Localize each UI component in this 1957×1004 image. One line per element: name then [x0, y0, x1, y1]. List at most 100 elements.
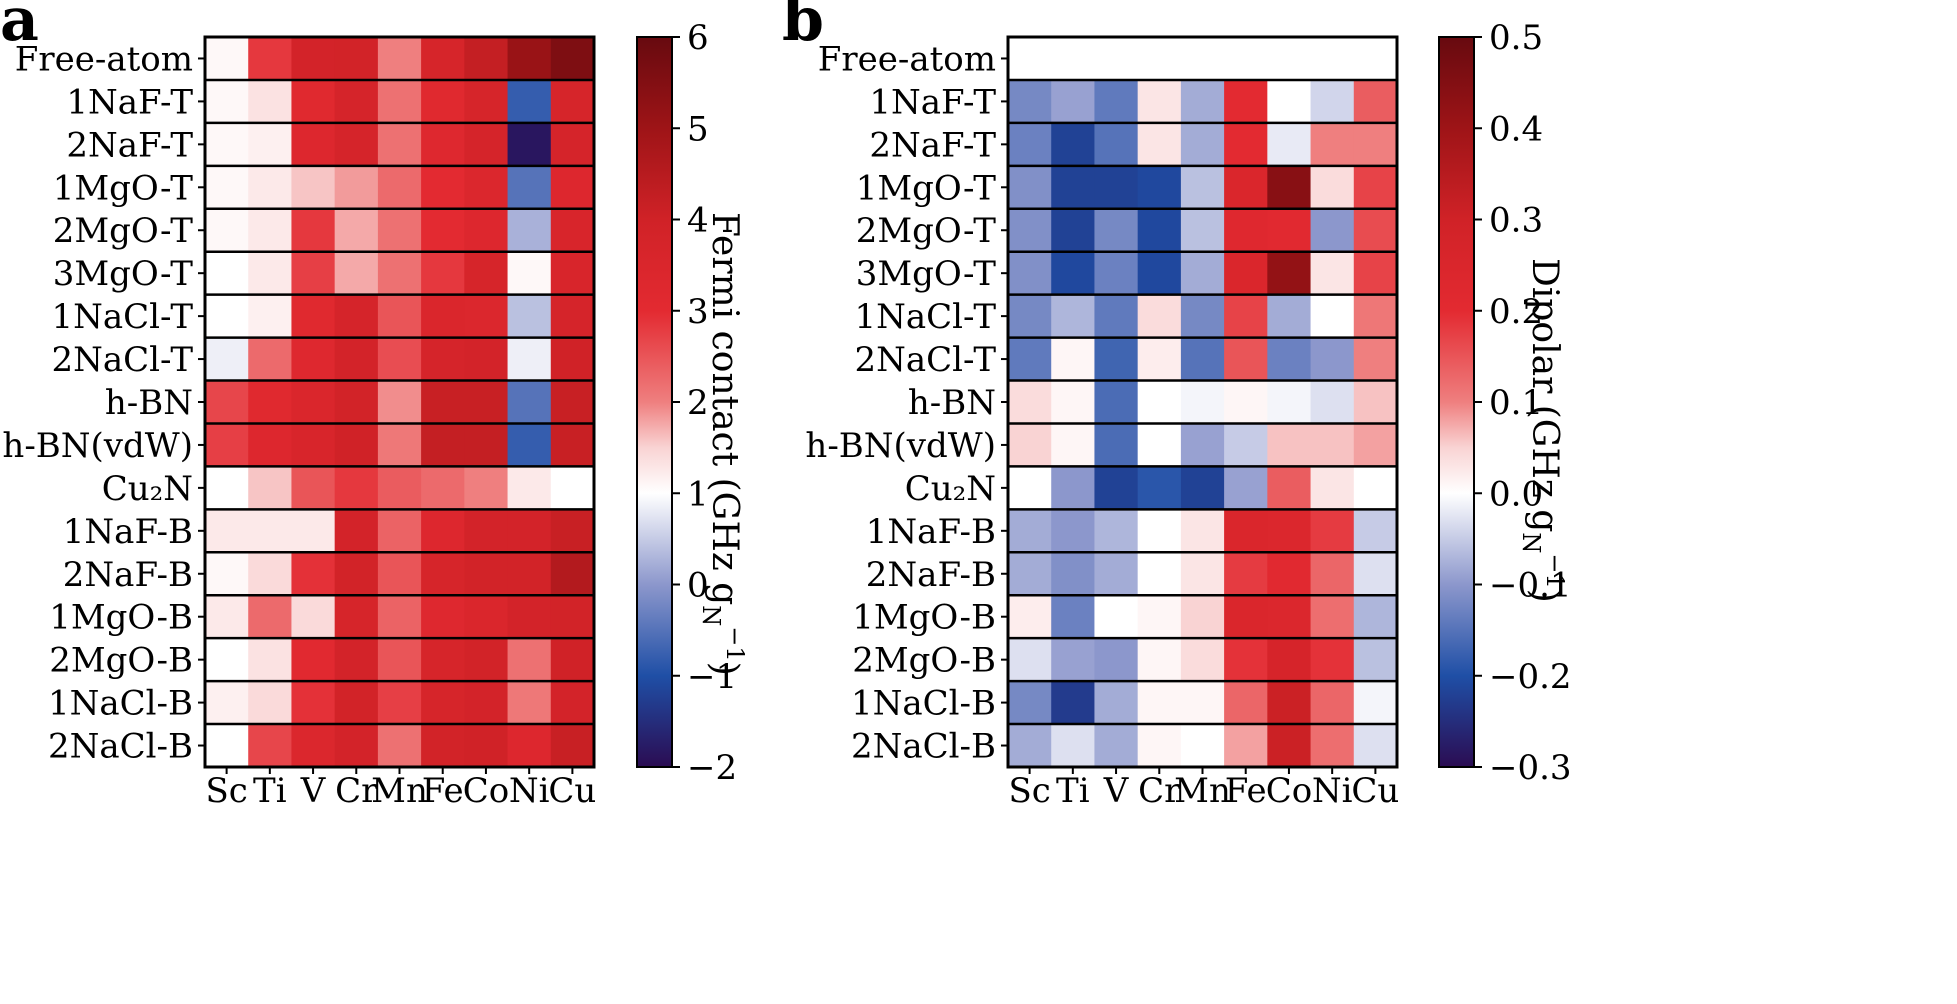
heatmap-cell-a: [550, 165, 595, 210]
heatmap-cell-b: [1310, 165, 1355, 210]
column-label-a: Ni: [509, 771, 550, 811]
colorbar-gradient-a: [636, 36, 673, 768]
colorbar-gradient-b: [1438, 36, 1475, 768]
heatmap-cell-a: [291, 466, 336, 510]
heatmap-cell-b: [1094, 37, 1139, 81]
heatmap-cell-b: [1180, 509, 1225, 553]
heatmap-cell-b: [1137, 294, 1182, 339]
heatmap-cell-a: [464, 79, 509, 124]
row-label-a: 2NaF-B: [63, 555, 193, 595]
heatmap-cell-a: [550, 638, 595, 682]
heatmap-cell-b: [1353, 423, 1398, 468]
heatmap-cell-b: [1310, 552, 1355, 596]
heatmap-cell-a: [550, 37, 595, 81]
heatmap-cell-b: [1267, 509, 1312, 553]
row-label-a: 2NaCl-B: [48, 727, 193, 767]
heatmap-cell-a: [291, 552, 336, 596]
colorbar-tick-label-b: −0.3: [1489, 748, 1572, 788]
heatmap-cell-b: [1180, 423, 1225, 468]
heatmap-cell-b: [1094, 466, 1139, 510]
heatmap-cell-a: [507, 595, 552, 639]
heatmap-cell-b: [1051, 165, 1096, 210]
heatmap-cell-a: [291, 337, 336, 382]
heatmap-cell-a: [334, 466, 379, 510]
heatmap-cell-a: [205, 466, 249, 510]
heatmap-cell-a: [421, 208, 465, 253]
heatmap-cell-b: [1094, 681, 1139, 725]
heatmap-cell-b: [1008, 638, 1052, 682]
colorbar-label-b-sub: N: [1517, 532, 1545, 553]
heatmap-cell-b: [1224, 294, 1268, 339]
heatmap-cell-a: [334, 509, 379, 553]
heatmap-cell-a: [464, 681, 509, 725]
heatmap-cell-a: [421, 37, 465, 81]
heatmap-cell-b: [1267, 552, 1312, 596]
heatmap-cell-a: [248, 122, 293, 167]
heatmap-cell-a: [550, 466, 595, 510]
heatmap-cell-a: [377, 165, 422, 210]
heatmap-cell-a: [291, 681, 336, 725]
heatmap-cell-a: [248, 165, 293, 210]
heatmap-cell-b: [1310, 208, 1355, 253]
heatmap-cell-b: [1137, 724, 1182, 768]
heatmap-cell-b: [1310, 595, 1355, 639]
heatmap-cell-b: [1224, 165, 1268, 210]
heatmap-cell-a: [248, 595, 293, 639]
heatmap-cell-b: [1353, 208, 1398, 253]
column-label-a: Cu: [548, 771, 596, 811]
heatmap-cell-a: [291, 79, 336, 124]
heatmap-cell-a: [507, 208, 552, 253]
heatmap-cell-a: [464, 122, 509, 167]
panel-label-b: b: [782, 0, 824, 55]
heatmap-cell-a: [334, 638, 379, 682]
heatmap-cell-b: [1008, 337, 1052, 382]
heatmap-cell-b: [1224, 79, 1268, 124]
row-label-b: Free-atom: [818, 39, 996, 79]
heatmap-cell-b: [1267, 208, 1312, 253]
heatmap-cell-a: [464, 552, 509, 596]
heatmap-cell-a: [248, 638, 293, 682]
heatmap-cell-a: [248, 294, 293, 339]
row-label-a: 1NaCl-T: [52, 297, 194, 337]
row-label-a: 2MgO-T: [53, 211, 194, 251]
heatmap-cell-a: [550, 724, 595, 768]
heatmap-cell-a: [248, 79, 293, 124]
heatmap-cell-b: [1310, 466, 1355, 510]
row-label-a: 1MgO-T: [53, 168, 194, 208]
heatmap-cell-b: [1094, 724, 1139, 768]
heatmap-cell-b: [1051, 122, 1096, 167]
heatmap-cell-a: [377, 380, 422, 425]
heatmap-cell-a: [334, 294, 379, 339]
heatmap-cell-a: [248, 681, 293, 725]
heatmap-cell-b: [1180, 724, 1225, 768]
colorbar-tick-label-a: 5: [687, 109, 709, 149]
heatmap-cell-a: [377, 681, 422, 725]
colorbar-label-b-sup: −1: [1541, 553, 1569, 588]
heatmap-cell-b: [1224, 552, 1268, 596]
heatmap-cell-a: [421, 724, 465, 768]
heatmap-cell-b: [1051, 37, 1096, 81]
heatmap-cell-b: [1094, 509, 1139, 553]
heatmap-cell-b: [1353, 681, 1398, 725]
row-label-a: 2MgO-B: [49, 641, 193, 681]
heatmap-cell-b: [1267, 681, 1312, 725]
colorbar-tick-label-a: 1: [687, 474, 709, 514]
heatmap-cell-a: [205, 251, 249, 296]
heatmap-cell-a: [550, 337, 595, 382]
heatmap-cell-b: [1051, 337, 1096, 382]
heatmap-cell-b: [1224, 208, 1268, 253]
colorbar-tick-label-a: 6: [687, 18, 709, 58]
heatmap-cell-b: [1267, 595, 1312, 639]
column-label-a: Fe: [422, 771, 464, 811]
heatmap-cell-b: [1008, 380, 1052, 425]
heatmap-cells-a: [203, 35, 596, 769]
row-label-b: 1MgO-T: [856, 168, 997, 208]
heatmap-cell-a: [205, 79, 249, 124]
row-label-a: h-BN(vdW): [2, 426, 193, 466]
heatmap-cell-b: [1224, 681, 1268, 725]
column-label-b: Co: [1266, 771, 1312, 811]
heatmap-cell-b: [1094, 79, 1139, 124]
heatmap-cell-a: [334, 681, 379, 725]
heatmap-cell-b: [1137, 552, 1182, 596]
heatmap-cell-a: [550, 423, 595, 468]
